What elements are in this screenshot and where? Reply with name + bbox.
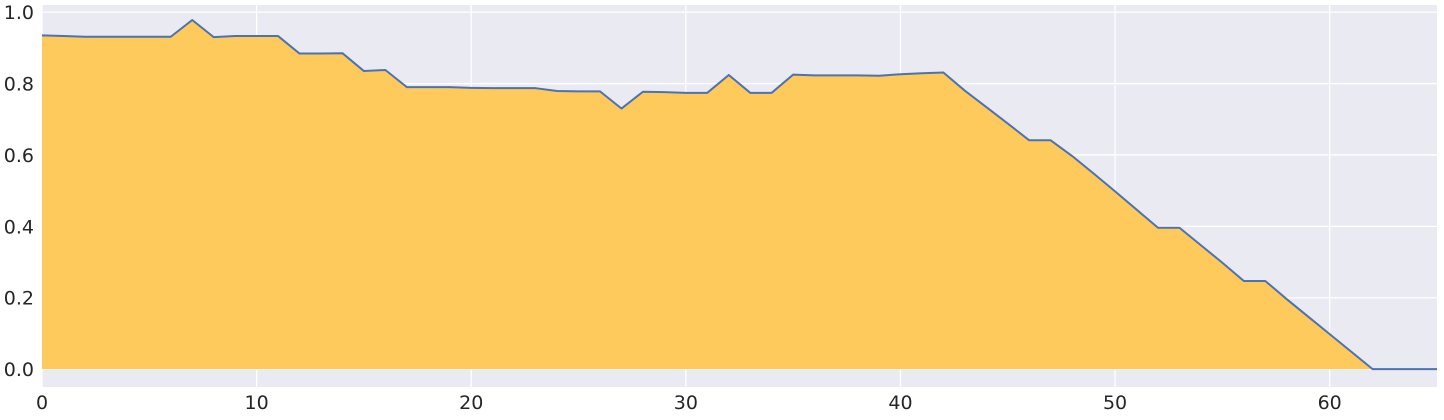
x-tick-label: 50 [1103, 392, 1127, 414]
y-tick-label: 0.8 [4, 74, 34, 96]
y-tick-label: 1.0 [4, 2, 34, 24]
series-line [41, 18, 1437, 371]
x-tick-label: 10 [245, 392, 269, 414]
x-axis-ticks: 0 10 20 30 40 50 60 [36, 392, 1342, 414]
y-tick-label: 0.0 [4, 359, 34, 381]
x-tick-label: 60 [1318, 392, 1342, 414]
x-tick-label: 40 [888, 392, 912, 414]
x-tick-label: 30 [674, 392, 698, 414]
y-tick-label: 0.2 [4, 288, 34, 310]
y-axis-ticks: 0.0 0.2 0.4 0.6 0.8 1.0 [4, 2, 34, 381]
y-tick-label: 0.4 [4, 216, 34, 238]
x-tick-label: 20 [459, 392, 483, 414]
y-tick-label: 0.6 [4, 145, 34, 167]
x-tick-label: 0 [36, 392, 48, 414]
area-fill [42, 19, 1437, 370]
